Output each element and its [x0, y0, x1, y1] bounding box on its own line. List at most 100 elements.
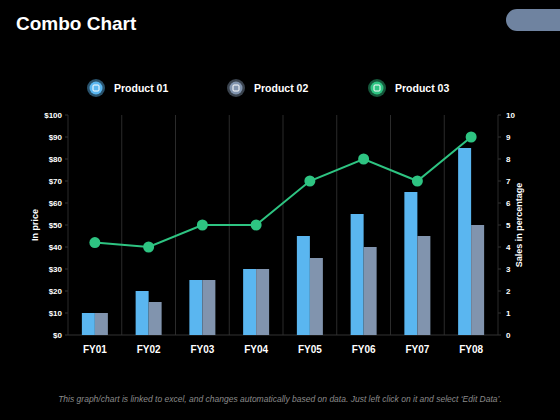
y-tick-label: $70 [49, 177, 63, 186]
marker [358, 154, 369, 165]
y-tick [65, 203, 68, 204]
x-tick-label: FY08 [459, 344, 483, 355]
y-tick-label: $60 [49, 199, 63, 208]
plot-area [82, 132, 484, 336]
bar [243, 269, 256, 335]
line [95, 137, 471, 247]
y2-tick [498, 225, 501, 226]
legend-icon [233, 85, 239, 91]
legend-label: Product 02 [254, 82, 308, 94]
legend-swatch [90, 82, 103, 95]
bar [136, 291, 149, 335]
y2-tick [498, 137, 501, 138]
y-tick [65, 137, 68, 138]
legend-label: Product 03 [395, 82, 449, 94]
category-separator [283, 115, 284, 335]
y-tick [65, 159, 68, 160]
y-tick-label: $50 [49, 221, 63, 230]
y2-tick-label: 4 [506, 243, 511, 252]
y2-tick [498, 115, 501, 116]
y2-tick [498, 335, 501, 336]
y-tick [65, 247, 68, 248]
marker [251, 220, 262, 231]
y2-tick [498, 181, 501, 182]
bar [351, 214, 364, 335]
y-tick-label: $30 [49, 265, 63, 274]
y2-tick [498, 313, 501, 314]
y2-tick [498, 247, 501, 248]
bar [417, 236, 430, 335]
y2-tick-label: 2 [506, 287, 511, 296]
y-tick-label: $100 [44, 111, 62, 120]
x-axis [68, 335, 498, 336]
y2-tick-label: 8 [506, 155, 511, 164]
y2-tick-label: 1 [506, 309, 511, 318]
legend-ring [368, 79, 386, 97]
category-separator [336, 115, 337, 335]
y2-tick [498, 291, 501, 292]
y-tick-label: $90 [49, 133, 63, 142]
marker [412, 176, 423, 187]
legend-entry: Product 01 [87, 79, 168, 97]
x-tick-label: FY04 [244, 344, 268, 355]
marker [89, 237, 100, 248]
marker [304, 176, 315, 187]
y-tick-label: $80 [49, 155, 63, 164]
bar [95, 313, 108, 335]
y2-tick-label: 7 [506, 177, 511, 186]
bar [82, 313, 95, 335]
legend-icon [374, 85, 380, 91]
legend-label: Product 01 [114, 82, 168, 94]
marker [197, 220, 208, 231]
x-tick-label: FY07 [405, 344, 429, 355]
title: Combo Chart [16, 13, 137, 34]
x-tick-label: FY05 [298, 344, 322, 355]
y-tick [65, 313, 68, 314]
y-tick [65, 225, 68, 226]
y-tick [65, 335, 68, 336]
legend-ring [227, 79, 245, 97]
y-tick-label: $10 [49, 309, 63, 318]
marker [466, 132, 477, 143]
bar [471, 225, 484, 335]
chart: Combo Chart Product 01 Product 02 Product 0… [0, 0, 560, 420]
y2-tick-label: 9 [506, 133, 511, 142]
x-tick-label: FY02 [137, 344, 161, 355]
y2-tick-label: 3 [506, 265, 511, 274]
y-axis-label: In price [30, 209, 40, 241]
y-tick [65, 181, 68, 182]
legend-icon [93, 85, 99, 91]
y-tick [65, 269, 68, 270]
bar [297, 236, 310, 335]
bar [202, 280, 215, 335]
bar [404, 192, 417, 335]
category-separator [175, 115, 176, 335]
x-tick-label: FY03 [190, 344, 214, 355]
marker [143, 242, 154, 253]
y2-tick-label: 0 [506, 331, 511, 340]
bar [189, 280, 202, 335]
bar [310, 258, 323, 335]
bar [256, 269, 269, 335]
category-separator [390, 115, 391, 335]
x-tick-label: FY01 [83, 344, 107, 355]
legend-ring [87, 79, 105, 97]
footnote: This graph/chart is linked to excel, and… [58, 394, 502, 404]
y-tick [65, 291, 68, 292]
y2-tick-label: 6 [506, 199, 511, 208]
legend-entry: Product 03 [368, 79, 449, 97]
y2-tick-label: 5 [506, 221, 511, 230]
category-separator [121, 115, 122, 335]
y-tick-label: $40 [49, 243, 63, 252]
y2-tick-label: 10 [506, 111, 515, 120]
background [0, 0, 560, 420]
bar [458, 148, 471, 335]
bar [149, 302, 162, 335]
y-tick-label: $0 [53, 331, 62, 340]
legend-swatch [371, 82, 384, 95]
y2-axis-label: Sales in percentage [514, 183, 524, 268]
y2-tick [498, 159, 501, 160]
y-tick-label: $20 [49, 287, 63, 296]
y-tick [65, 115, 68, 116]
y2-tick [498, 269, 501, 270]
